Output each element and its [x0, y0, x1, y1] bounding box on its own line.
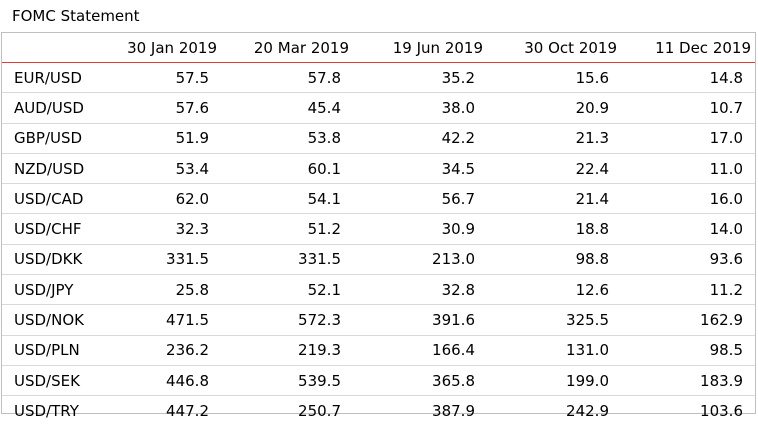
value-cell: 35.2: [353, 62, 487, 94]
table-header: 30 Jan 2019 20 Mar 2019 19 Jun 2019 30 O…: [2, 33, 755, 63]
value-cell: 54.1: [221, 183, 353, 215]
column-header-pair: [2, 33, 102, 63]
currency-pair-cell: USD/TRY: [14, 401, 79, 420]
currency-pair-cell: USD/CHF: [2, 213, 102, 245]
document: FOMC Statement 30 Jan 2019 20 Mar 2019 1…: [1, 7, 756, 420]
currency-pair-cell: NZD/USD: [2, 153, 102, 185]
value-cell: 14.8: [621, 62, 755, 94]
value-cell: 57.5: [102, 62, 221, 94]
value-cell: 11.2: [621, 274, 755, 306]
table-row: USD/TRY 447.2 250.7 387.9 242.9 103.6: [2, 396, 755, 426]
value-cell: 22.4: [487, 153, 621, 185]
value-cell: 62.0: [102, 183, 221, 215]
column-header-date: 30 Oct 2019: [487, 33, 621, 63]
currency-pair-cell: USD/CAD: [2, 183, 102, 215]
value-cell: 103.6: [700, 401, 743, 420]
value-cell: 98.8: [487, 244, 621, 276]
column-header-date: 19 Jun 2019: [353, 33, 487, 63]
table-row: AUD/USD 57.6 45.4 38.0 20.9 10.7: [2, 92, 755, 124]
value-cell: 16.0: [621, 183, 755, 215]
value-cell: 17.0: [621, 123, 755, 154]
column-header-date: 30 Jan 2019: [102, 33, 221, 63]
value-cell: 539.5: [221, 365, 353, 397]
value-cell: 98.5: [621, 335, 755, 366]
value-cell: 32.8: [353, 274, 487, 306]
value-cell: 53.4: [102, 153, 221, 185]
table-row: USD/SEK 446.8 539.5 365.8 199.0 183.9: [2, 365, 755, 397]
table-row: USD/CAD 62.0 54.1 56.7 21.4 16.0: [2, 183, 755, 215]
value-cell: 52.1: [221, 274, 353, 306]
value-cell: 447.2: [166, 401, 209, 420]
value-cell: 15.6: [487, 62, 621, 94]
currency-pair-cell: USD/DKK: [2, 244, 102, 276]
value-cell: 25.8: [102, 274, 221, 306]
value-cell: 387.9: [432, 401, 475, 420]
value-cell: 213.0: [353, 244, 487, 276]
currency-pair-cell: AUD/USD: [2, 92, 102, 124]
value-cell: 331.5: [102, 244, 221, 276]
value-cell: 51.9: [102, 123, 221, 154]
value-cell: 236.2: [102, 335, 221, 366]
value-cell: 20.9: [487, 92, 621, 124]
value-cell: 21.3: [487, 123, 621, 154]
table-row: EUR/USD 57.5 57.8 35.2 15.6 14.8: [2, 62, 755, 94]
value-cell: 162.9: [621, 304, 755, 336]
value-cell: 38.0: [353, 92, 487, 124]
currency-pair-cell: EUR/USD: [2, 62, 102, 94]
value-cell: 21.4: [487, 183, 621, 215]
value-cell: 51.2: [221, 213, 353, 245]
value-cell: 131.0: [487, 335, 621, 366]
value-cell: 45.4: [221, 92, 353, 124]
table-title: FOMC Statement: [12, 7, 140, 25]
value-cell: 183.9: [621, 365, 755, 397]
value-cell: 365.8: [353, 365, 487, 397]
value-cell: 12.6: [487, 274, 621, 306]
value-cell: 242.9: [566, 401, 609, 420]
value-cell: 14.0: [621, 213, 755, 245]
value-cell: 331.5: [221, 244, 353, 276]
value-cell: 60.1: [221, 153, 353, 185]
value-cell: 572.3: [221, 304, 353, 336]
value-cell: 34.5: [353, 153, 487, 185]
currency-pair-cell: USD/SEK: [2, 365, 102, 397]
value-cell: 30.9: [353, 213, 487, 245]
table-row: USD/CHF 32.3 51.2 30.9 18.8 14.0: [2, 213, 755, 245]
value-cell: 11.0: [621, 153, 755, 185]
header-row: 30 Jan 2019 20 Mar 2019 19 Jun 2019 30 O…: [2, 33, 755, 63]
table-row: NZD/USD 53.4 60.1 34.5 22.4 11.0: [2, 153, 755, 185]
table-row: USD/DKK 331.5 331.5 213.0 98.8 93.6: [2, 244, 755, 276]
value-cell: 18.8: [487, 213, 621, 245]
currency-pair-cell: USD/PLN: [2, 335, 102, 366]
value-cell: 93.6: [621, 244, 755, 276]
value-cell: 56.7: [353, 183, 487, 215]
value-cell: 166.4: [353, 335, 487, 366]
column-header-date: 11 Dec 2019: [621, 33, 755, 63]
table-row: USD/JPY 25.8 52.1 32.8 12.6 11.2: [2, 274, 755, 306]
table-row: GBP/USD 51.9 53.8 42.2 21.3 17.0: [2, 123, 755, 154]
value-cell: 32.3: [102, 213, 221, 245]
currency-pair-cell: USD/JPY: [2, 274, 102, 306]
value-cell: 57.6: [102, 92, 221, 124]
table-body: EUR/USD 57.5 57.8 35.2 15.6 14.8 AUD/USD 57.6 45…: [2, 62, 755, 426]
currency-pair-cell: USD/NOK: [2, 304, 102, 336]
value-cell: 42.2: [353, 123, 487, 154]
table-row: USD/PLN 236.2 219.3 166.4 131.0 98.5: [2, 335, 755, 366]
data-table-container: 30 Jan 2019 20 Mar 2019 19 Jun 2019 30 O…: [1, 32, 756, 420]
value-cell: 446.8: [102, 365, 221, 397]
value-cell: 325.5: [487, 304, 621, 336]
value-cell: 250.7: [298, 401, 341, 420]
value-cell: 471.5: [102, 304, 221, 336]
value-cell: 219.3: [221, 335, 353, 366]
value-cell: 10.7: [621, 92, 755, 124]
value-cell: 53.8: [221, 123, 353, 154]
value-cell: 57.8: [221, 62, 353, 94]
table-row: USD/NOK 471.5 572.3 391.6 325.5 162.9: [2, 304, 755, 336]
value-cell: 391.6: [353, 304, 487, 336]
currency-pair-cell: GBP/USD: [2, 123, 102, 154]
data-table: 30 Jan 2019 20 Mar 2019 19 Jun 2019 30 O…: [2, 33, 755, 426]
column-header-date: 20 Mar 2019: [221, 33, 353, 63]
value-cell: 199.0: [487, 365, 621, 397]
